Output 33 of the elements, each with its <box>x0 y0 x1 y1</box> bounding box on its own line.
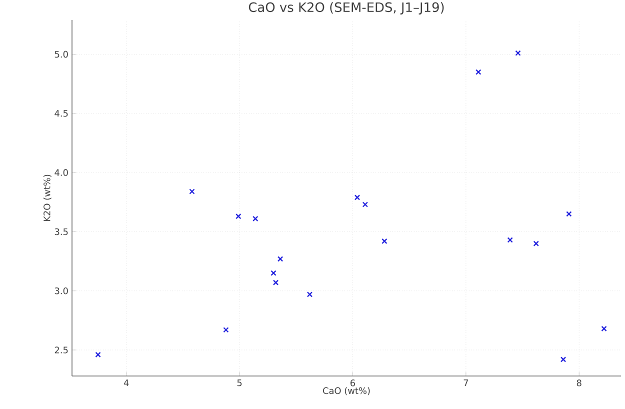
x-tick-label: 6 <box>350 380 356 386</box>
point <box>362 202 368 208</box>
point <box>601 326 607 332</box>
y-tick-label: 4.5 <box>54 110 68 117</box>
x-axis-title: CaO (wt%) <box>322 387 370 396</box>
point <box>306 292 313 298</box>
point <box>95 352 101 358</box>
point <box>507 237 513 243</box>
point <box>270 270 276 276</box>
chart-title: CaO vs K2O (SEM-EDS, J1–J19) <box>248 2 444 14</box>
y-tick-label: 2.5 <box>54 346 68 354</box>
point <box>515 50 521 56</box>
point <box>476 69 482 75</box>
point <box>277 256 284 262</box>
point <box>560 356 566 362</box>
point <box>354 194 360 200</box>
point <box>533 240 539 246</box>
point <box>223 327 229 333</box>
y-tick-label: 3.0 <box>54 287 68 294</box>
point <box>236 213 242 220</box>
y-tick-label: 3.5 <box>54 228 68 236</box>
x-tick-label: 5 <box>237 380 242 386</box>
y-tick-label: 4.0 <box>54 169 68 176</box>
y-axis-title: K2O (wt%) <box>43 174 52 222</box>
x-tick-label: 7 <box>464 380 468 386</box>
y-tick-label: 5.0 <box>54 50 68 58</box>
point <box>189 188 195 194</box>
point <box>382 238 388 244</box>
x-tick-label: 8 <box>576 380 582 386</box>
point <box>272 280 279 286</box>
point <box>566 211 572 217</box>
point <box>252 216 258 222</box>
x-tick-label: 4 <box>124 380 129 386</box>
